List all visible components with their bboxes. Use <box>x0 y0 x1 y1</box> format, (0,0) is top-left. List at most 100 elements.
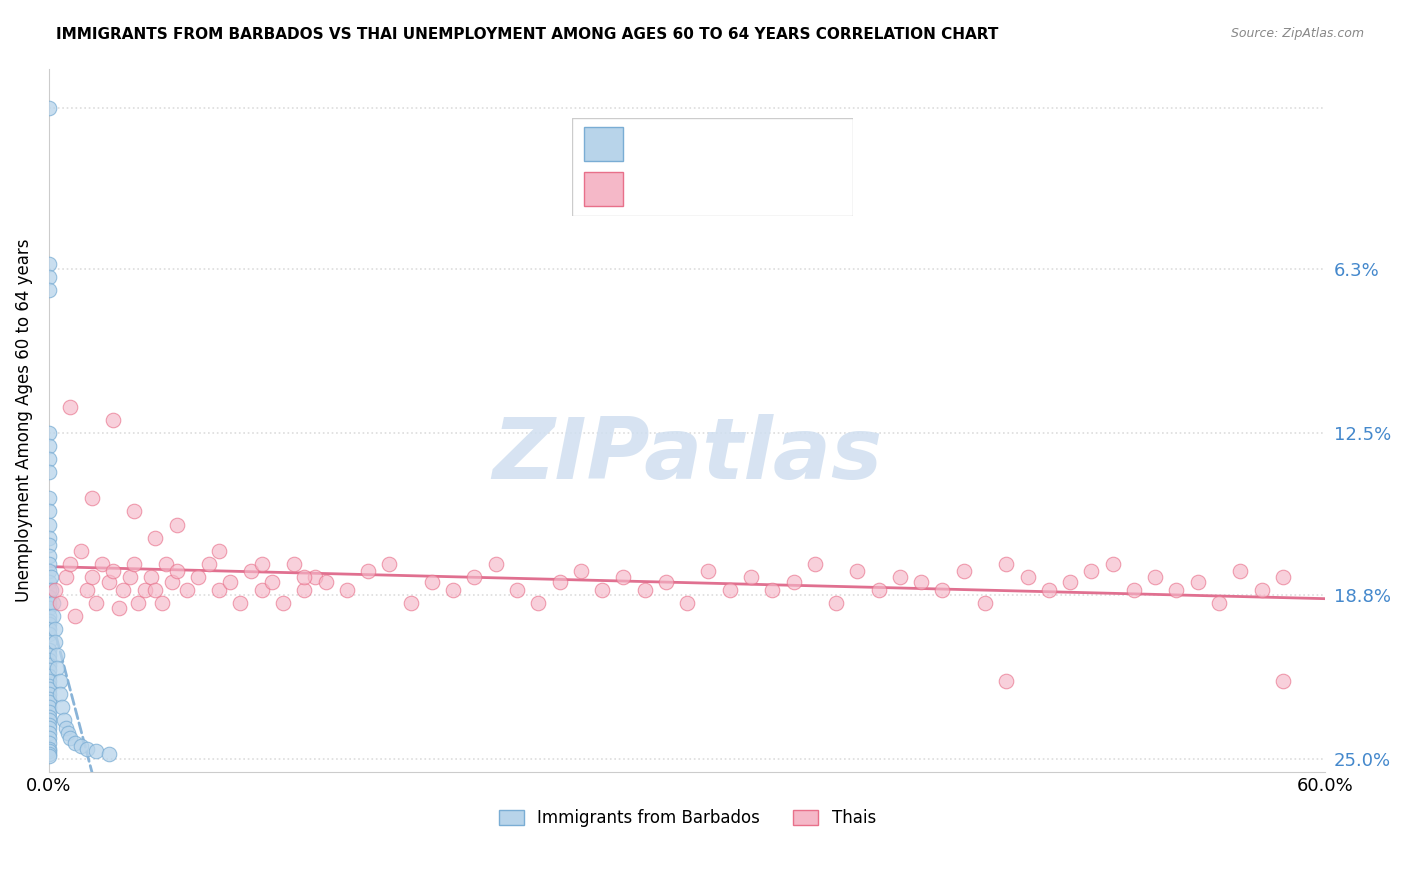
Point <box>38 283 60 297</box>
Point <box>38 627 60 641</box>
Point <box>1250 582 1272 597</box>
Point <box>38 731 60 746</box>
Point <box>38 687 60 701</box>
Point <box>97 747 120 761</box>
Point <box>42 596 65 610</box>
Point <box>38 747 60 761</box>
Point <box>38 681 60 696</box>
Point <box>240 565 263 579</box>
Point <box>44 634 66 648</box>
Point <box>197 557 219 571</box>
Point <box>1059 574 1081 589</box>
Point <box>655 574 678 589</box>
Point <box>91 557 114 571</box>
Point <box>633 582 655 597</box>
Point <box>38 744 60 758</box>
Point <box>38 504 60 518</box>
Point <box>38 658 60 673</box>
Point <box>569 565 592 579</box>
Point <box>187 569 209 583</box>
Point <box>612 569 634 583</box>
Point <box>292 569 315 583</box>
Point <box>506 582 529 597</box>
Point <box>166 517 188 532</box>
Point <box>995 673 1018 688</box>
Point <box>1144 569 1167 583</box>
Point <box>38 749 60 764</box>
Point <box>38 673 60 688</box>
Y-axis label: Unemployment Among Ages 60 to 64 years: Unemployment Among Ages 60 to 64 years <box>15 238 32 602</box>
Point <box>134 582 156 597</box>
Point <box>70 543 93 558</box>
Point <box>112 582 135 597</box>
Point <box>38 565 60 579</box>
Point <box>52 713 75 727</box>
Point <box>952 565 974 579</box>
Point <box>48 673 70 688</box>
Point <box>931 582 953 597</box>
Point <box>162 574 184 589</box>
Point <box>51 699 73 714</box>
Point <box>80 569 103 583</box>
Point <box>262 574 284 589</box>
Point <box>143 531 166 545</box>
Point <box>55 569 77 583</box>
Point <box>38 699 60 714</box>
Point <box>38 439 60 453</box>
Point <box>63 608 86 623</box>
Point <box>44 622 66 636</box>
Point <box>38 695 60 709</box>
Point <box>38 741 60 756</box>
Text: IMMIGRANTS FROM BARBADOS VS THAI UNEMPLOYMENT AMONG AGES 60 TO 64 YEARS CORRELAT: IMMIGRANTS FROM BARBADOS VS THAI UNEMPLO… <box>56 27 998 42</box>
Point <box>1187 574 1209 589</box>
Point <box>250 582 273 597</box>
Point <box>176 582 198 597</box>
Point <box>1271 569 1294 583</box>
Point <box>48 687 70 701</box>
Point <box>150 596 173 610</box>
Point <box>127 596 149 610</box>
Point <box>548 574 571 589</box>
Point <box>697 565 720 579</box>
Point <box>38 705 60 719</box>
Point <box>38 591 60 605</box>
Point <box>38 600 60 615</box>
Point <box>122 504 145 518</box>
Point <box>1080 565 1102 579</box>
Point <box>38 726 60 740</box>
Point <box>38 574 60 589</box>
Point <box>59 731 82 746</box>
Text: ZIPatlas: ZIPatlas <box>492 414 883 497</box>
Point <box>139 569 162 583</box>
Point <box>44 582 66 597</box>
Point <box>76 582 98 597</box>
Point <box>38 736 60 750</box>
Point <box>38 721 60 735</box>
Point <box>76 741 98 756</box>
Point <box>38 634 60 648</box>
Point <box>1101 557 1123 571</box>
Point <box>38 101 60 115</box>
Point <box>38 718 60 732</box>
Point <box>122 557 145 571</box>
Point <box>591 582 613 597</box>
Point <box>46 661 69 675</box>
Point <box>38 642 60 657</box>
Point <box>39 582 62 597</box>
Point <box>208 543 231 558</box>
Point <box>974 596 997 610</box>
Point <box>108 600 131 615</box>
Point <box>118 569 141 583</box>
Point <box>441 582 464 597</box>
Point <box>38 622 60 636</box>
Point <box>38 616 60 631</box>
Point <box>63 736 86 750</box>
Point <box>38 517 60 532</box>
Point <box>315 574 337 589</box>
Point <box>1208 596 1230 610</box>
Point <box>38 549 60 563</box>
Point <box>218 574 240 589</box>
Point <box>38 426 60 441</box>
Point <box>761 582 783 597</box>
Point <box>357 565 380 579</box>
